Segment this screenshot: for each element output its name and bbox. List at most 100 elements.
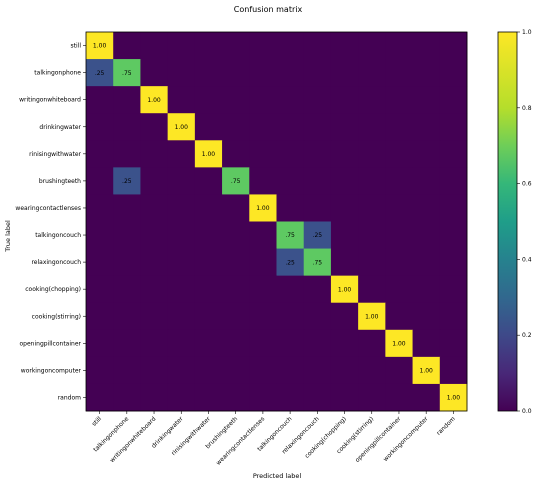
heatmap-cell bbox=[194, 140, 223, 168]
heatmap-frame bbox=[85, 31, 468, 412]
heatmap-cell bbox=[86, 32, 114, 60]
heatmap-cell bbox=[330, 167, 359, 195]
heatmap-cell bbox=[113, 221, 141, 249]
heatmap-cell bbox=[358, 275, 386, 304]
heatmap-cell bbox=[303, 167, 332, 195]
heatmap-cell bbox=[194, 113, 223, 141]
heatmap-cell bbox=[249, 113, 277, 141]
heatmap-cell bbox=[113, 167, 141, 195]
heatmap-cell bbox=[249, 140, 277, 168]
heatmap-cell bbox=[86, 383, 114, 412]
heatmap-cell bbox=[86, 248, 114, 277]
heatmap-cell bbox=[194, 32, 223, 60]
heatmap-cell bbox=[412, 140, 441, 168]
heatmap-cell bbox=[358, 194, 386, 222]
heatmap-cell bbox=[222, 275, 250, 304]
heatmap-cell bbox=[249, 59, 277, 87]
heatmap-cell bbox=[412, 59, 441, 87]
heatmap-cell bbox=[385, 383, 413, 412]
heatmap-cell bbox=[249, 275, 277, 304]
heatmap-cell bbox=[358, 86, 386, 114]
heatmap-cell bbox=[249, 86, 277, 114]
heatmap-cell bbox=[303, 329, 332, 358]
heatmap-cell bbox=[140, 302, 169, 331]
y-tick-label: random bbox=[58, 394, 81, 401]
cell-value-label: 1.00 bbox=[175, 124, 189, 131]
heatmap-cell bbox=[276, 302, 305, 331]
heatmap-cell bbox=[140, 113, 169, 141]
heatmap-cell bbox=[222, 86, 250, 114]
heatmap-cell bbox=[358, 113, 386, 141]
heatmap-cell bbox=[276, 221, 305, 249]
cell-value-label: .75 bbox=[313, 259, 323, 266]
heatmap-cell bbox=[412, 329, 441, 358]
cell-value-label: 1.00 bbox=[147, 97, 161, 104]
heatmap-cell bbox=[385, 59, 413, 87]
heatmap-cell bbox=[276, 275, 305, 304]
heatmap-cell bbox=[358, 32, 386, 60]
heatmap-cell bbox=[249, 356, 277, 385]
heatmap-cell bbox=[412, 275, 441, 304]
heatmap-cell bbox=[330, 275, 359, 304]
heatmap-cell bbox=[385, 248, 413, 277]
heatmap-cell bbox=[113, 194, 141, 222]
colorbar-tick-label: 0.4 bbox=[522, 256, 532, 263]
heatmap-cell bbox=[140, 32, 169, 60]
y-tick-label: writingonwhiteboard bbox=[19, 97, 81, 104]
heatmap-cell bbox=[330, 59, 359, 87]
y-tick-label: still bbox=[71, 43, 82, 50]
heatmap-cell bbox=[439, 302, 468, 331]
heatmap-cell bbox=[358, 329, 386, 358]
heatmap-cell bbox=[412, 32, 441, 60]
heatmap-cell bbox=[86, 113, 114, 141]
colorbar bbox=[497, 31, 518, 412]
heatmap-cell bbox=[330, 383, 359, 412]
heatmap-cell bbox=[113, 275, 141, 304]
y-tick-label: relaxingoncouch bbox=[31, 259, 81, 266]
chart-title: Confusion matrix bbox=[234, 5, 303, 14]
heatmap-cell bbox=[113, 59, 141, 87]
heatmap-cell bbox=[194, 275, 223, 304]
heatmap-cell bbox=[276, 86, 305, 114]
cell-value-label: 1.00 bbox=[93, 43, 107, 50]
y-tick-label: talkingonphone bbox=[34, 70, 81, 77]
heatmap-cell bbox=[249, 383, 277, 412]
heatmap-cell bbox=[113, 248, 141, 277]
cell-value-label: 1.00 bbox=[256, 205, 270, 212]
heatmap-cell bbox=[439, 86, 468, 114]
heatmap-cell bbox=[439, 275, 468, 304]
y-tick-label: cooking(stirring) bbox=[32, 313, 81, 320]
heatmap-cell bbox=[276, 248, 305, 277]
heatmap-cell bbox=[412, 302, 441, 331]
y-tick-label: drinkingwater bbox=[39, 124, 81, 131]
heatmap-cell bbox=[167, 167, 196, 195]
heatmap-cell bbox=[276, 329, 305, 358]
heatmap-cell bbox=[194, 248, 223, 277]
heatmap-cell bbox=[412, 221, 441, 249]
heatmap-cell bbox=[249, 248, 277, 277]
heatmap-cell bbox=[167, 32, 196, 60]
cell-value-label: .25 bbox=[122, 178, 132, 185]
heatmap-cell bbox=[222, 32, 250, 60]
heatmap-cell bbox=[194, 59, 223, 87]
heatmap-cell bbox=[167, 113, 196, 141]
heatmap-cell bbox=[303, 383, 332, 412]
heatmap-cell bbox=[222, 356, 250, 385]
y-tick-label: wearingcontactlenses bbox=[15, 205, 81, 212]
heatmap-cell bbox=[113, 356, 141, 385]
heatmap-cell bbox=[222, 59, 250, 87]
heatmap-cell bbox=[303, 32, 332, 60]
heatmap-cell bbox=[412, 356, 441, 385]
heatmap-cell bbox=[194, 194, 223, 222]
heatmap-cell bbox=[167, 356, 196, 385]
heatmap-cell bbox=[412, 194, 441, 222]
cell-value-label: .25 bbox=[313, 232, 323, 239]
heatmap-cell bbox=[194, 221, 223, 249]
cell-value-label: .75 bbox=[231, 178, 241, 185]
heatmap-cell bbox=[113, 32, 141, 60]
x-tick-label: random bbox=[435, 415, 457, 437]
heatmap-cell bbox=[113, 113, 141, 141]
heatmap-cell bbox=[86, 167, 114, 195]
